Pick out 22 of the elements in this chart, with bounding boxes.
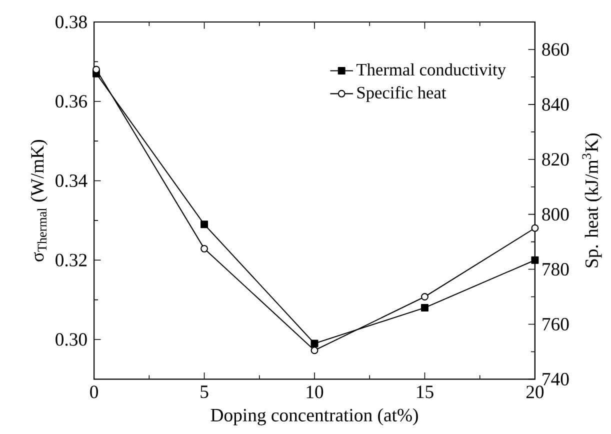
y2-tick-label: 800 [542,208,569,221]
y-tick-label: 0.34 [56,174,88,187]
x-tick-label: 20 [526,386,544,398]
y-tick-label: 0.38 [56,16,87,28]
y2-tick-label: 740 [542,372,569,386]
y2-tick-label: 860 [542,43,569,56]
y2-tick-label: 760 [542,318,569,330]
x-tick-label: 0 [90,386,98,398]
y2-tick-label: 780 [542,262,569,276]
y-tick-label: 0.30 [56,333,87,346]
y2-tick-label: 820 [542,152,569,166]
legend-label: Specific heat [357,86,446,102]
y-tick-label: 0.32 [56,254,87,266]
x-axis-title: Doping concentration (at%) [210,408,418,426]
y2-axis-title: Sp. heat (kJ/m$^{3}$K) [582,133,602,268]
y2-tick-label: 840 [542,98,569,111]
x-tick-label: 15 [417,386,434,398]
x-tick-label: 5 [200,386,208,398]
y-tick-label: 0.36 [56,94,88,108]
x-tick-label: 10 [306,386,324,398]
y-axis-title: σ$_{Thermal}$ (W/mK) [30,140,48,262]
legend-label: Thermal conductivity [356,63,506,79]
